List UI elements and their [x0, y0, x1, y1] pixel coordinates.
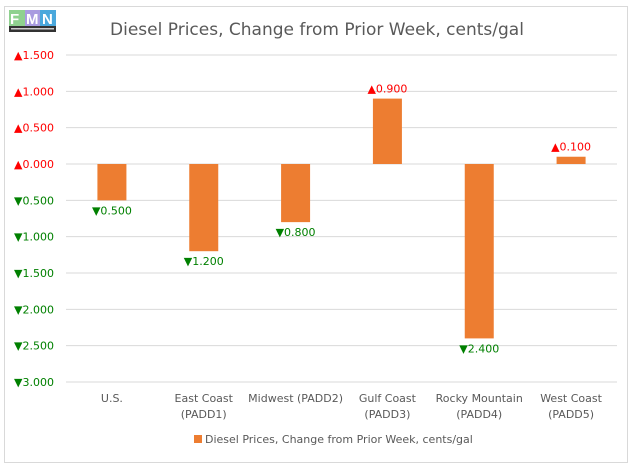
bar [97, 164, 127, 201]
bar [189, 164, 219, 252]
y-tick-label: ▼1.500 [14, 267, 54, 280]
x-tick-label: East Coast [175, 392, 234, 405]
legend-label: Diesel Prices, Change from Prior Week, c… [205, 433, 473, 446]
data-label: ▼2.400 [459, 342, 499, 355]
x-tick-label: (PADD4) [456, 408, 502, 421]
x-tick-label: (PADD1) [181, 408, 227, 421]
y-tick-label: ▲0.000 [14, 158, 54, 171]
data-label: ▼1.200 [184, 255, 224, 268]
data-label: ▲0.900 [367, 83, 407, 96]
legend-swatch [194, 435, 202, 443]
y-tick-label: ▲1.500 [14, 49, 54, 62]
data-label: ▼0.800 [276, 226, 316, 239]
chart-frame [4, 6, 628, 463]
x-tick-label: Gulf Coast [359, 392, 417, 405]
y-tick-label: ▼1.000 [14, 231, 54, 244]
y-tick-label: ▼3.000 [14, 376, 54, 389]
data-label: ▼0.500 [92, 204, 132, 217]
bar [372, 98, 402, 164]
y-tick-label: ▼0.500 [14, 194, 54, 207]
x-tick-label: Rocky Mountain [436, 392, 523, 405]
y-tick-label: ▼2.000 [14, 303, 54, 316]
bar [464, 164, 494, 339]
y-tick-label: ▼2.500 [14, 340, 54, 353]
svg-text:F: F [10, 11, 19, 28]
svg-text:N: N [42, 11, 53, 28]
x-tick-label: Midwest (PADD2) [248, 392, 343, 405]
bar [281, 164, 311, 223]
x-tick-label: (PADD5) [548, 408, 594, 421]
y-tick-label: ▲0.500 [14, 122, 54, 135]
x-tick-label: (PADD3) [364, 408, 410, 421]
chart-title: Diesel Prices, Change from Prior Week, c… [110, 20, 524, 40]
x-tick-label: U.S. [101, 392, 123, 405]
bar [556, 156, 586, 164]
svg-text:M: M [26, 11, 39, 28]
fmn-logo: F M N [9, 10, 56, 32]
data-label: ▲0.100 [551, 141, 591, 154]
y-tick-label: ▲1.000 [14, 85, 54, 98]
x-tick-label: West Coast [540, 392, 602, 405]
